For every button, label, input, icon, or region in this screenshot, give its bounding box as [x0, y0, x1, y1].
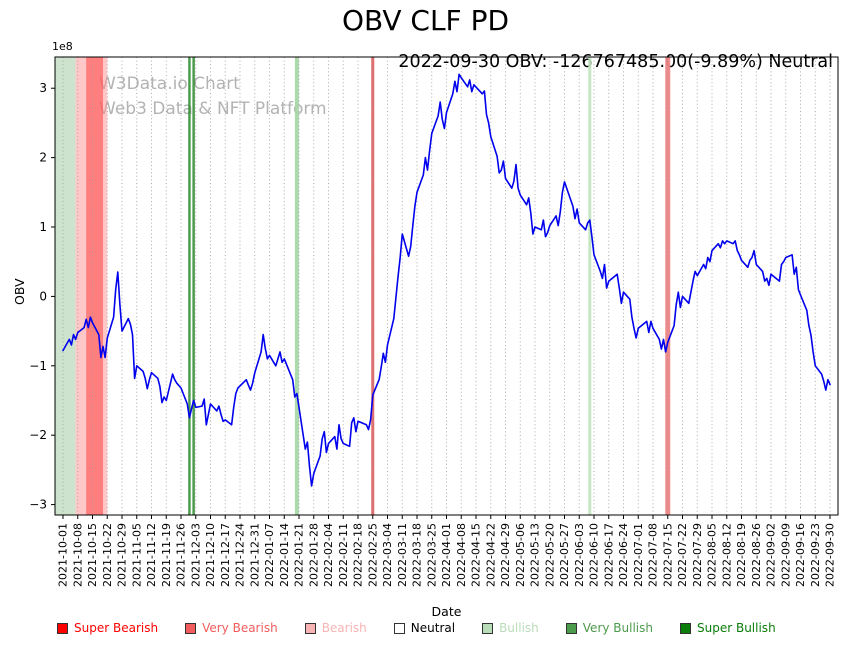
svg-text:2022-09-09: 2022-09-09 — [779, 523, 792, 587]
svg-text:2022-05-27: 2022-05-27 — [558, 523, 571, 587]
watermark-line2: Web3 Data & NFT Platform — [99, 98, 327, 119]
svg-text:2022-09-02: 2022-09-02 — [765, 523, 778, 587]
svg-text:2022-07-29: 2022-07-29 — [691, 523, 704, 587]
legend-label: Bearish — [321, 621, 367, 635]
legend: Super Bearish Very Bearish Bearish Neutral B… — [57, 621, 776, 635]
svg-text:2021-11-05: 2021-11-05 — [130, 523, 143, 587]
legend-swatch — [185, 622, 197, 634]
svg-text:−2: −2 — [29, 428, 47, 442]
svg-text:2021-12-10: 2021-12-10 — [204, 523, 217, 587]
legend-item-very-bearish: Very Bearish — [185, 621, 278, 635]
svg-text:2022-05-20: 2022-05-20 — [543, 523, 556, 587]
watermark-line1: W3Data.io Chart — [99, 74, 240, 94]
svg-text:2022-07-15: 2022-07-15 — [661, 523, 674, 587]
legend-swatch — [304, 622, 316, 634]
legend-swatch — [57, 622, 68, 634]
legend-swatch — [680, 622, 691, 634]
svg-text:2022-02-18: 2022-02-18 — [352, 523, 365, 587]
svg-text:2021-10-08: 2021-10-08 — [71, 523, 84, 587]
svg-text:2021-10-01: 2021-10-01 — [57, 523, 70, 587]
svg-text:2022-08-12: 2022-08-12 — [720, 523, 733, 587]
svg-text:2021-12-31: 2021-12-31 — [248, 523, 261, 587]
svg-text:2022-01-28: 2022-01-28 — [307, 523, 320, 587]
svg-text:−1: −1 — [29, 359, 47, 373]
svg-text:2022-03-25: 2022-03-25 — [425, 523, 438, 587]
svg-text:2: 2 — [39, 151, 47, 165]
svg-text:2022-05-06: 2022-05-06 — [514, 523, 527, 587]
svg-text:−3: −3 — [29, 498, 47, 512]
legend-item-very-bullish: Very Bullish — [565, 621, 653, 635]
legend-label: Bullish — [499, 621, 539, 635]
legend-item-neutral: Neutral — [393, 621, 456, 635]
y-tick-labels: −3 −2 −1 0 1 2 3 — [29, 81, 55, 512]
svg-text:2022-07-01: 2022-07-01 — [632, 523, 645, 587]
x-axis-label: Date — [431, 604, 462, 619]
obv-series-line — [62, 73, 831, 487]
legend-swatch — [565, 622, 577, 634]
svg-text:2022-01-14: 2022-01-14 — [278, 523, 291, 587]
watermark: W3Data.io Chart Web3 Data & NFT Platform — [99, 72, 327, 121]
svg-text:2022-02-25: 2022-02-25 — [366, 523, 379, 587]
legend-label: Neutral — [410, 621, 456, 635]
svg-text:2022-02-04: 2022-02-04 — [322, 523, 335, 587]
signal-vlines — [188, 57, 671, 515]
svg-text:2021-12-03: 2021-12-03 — [189, 523, 202, 587]
legend-label: Very Bullish — [582, 621, 653, 635]
svg-text:2022-09-30: 2022-09-30 — [824, 523, 837, 587]
svg-text:2022-08-26: 2022-08-26 — [750, 523, 763, 587]
x-tick-labels: 2021-10-01 2021-10-08 2021-10-15 2021-10-22… — [57, 515, 837, 587]
svg-text:2022-06-10: 2022-06-10 — [588, 523, 601, 587]
svg-text:2022-04-01: 2022-04-01 — [440, 523, 453, 587]
svg-text:2022-06-17: 2022-06-17 — [602, 523, 615, 587]
svg-text:2021-10-22: 2021-10-22 — [101, 523, 114, 587]
legend-item-super-bullish: Super Bullish — [680, 621, 776, 635]
svg-text:2022-09-16: 2022-09-16 — [794, 523, 807, 587]
svg-text:2022-03-04: 2022-03-04 — [381, 523, 394, 587]
legend-item-super-bearish: Super Bearish — [57, 621, 158, 635]
svg-text:2022-07-22: 2022-07-22 — [676, 523, 689, 587]
signal-bands — [55, 57, 108, 515]
svg-text:2022-04-15: 2022-04-15 — [470, 523, 483, 587]
svg-text:2022-01-21: 2022-01-21 — [293, 523, 306, 587]
svg-text:2021-10-29: 2021-10-29 — [116, 523, 129, 587]
svg-text:2022-01-07: 2022-01-07 — [263, 523, 276, 587]
legend-swatch — [482, 622, 494, 634]
legend-swatch — [393, 622, 405, 634]
legend-item-bearish: Bearish — [304, 621, 367, 635]
svg-text:0: 0 — [39, 289, 47, 303]
svg-text:2022-02-11: 2022-02-11 — [337, 523, 350, 587]
legend-label: Super Bearish — [74, 621, 159, 635]
svg-text:1: 1 — [39, 220, 47, 234]
legend-label: Super Bullish — [697, 621, 776, 635]
svg-text:2022-04-22: 2022-04-22 — [484, 523, 497, 587]
svg-text:2022-06-24: 2022-06-24 — [617, 523, 630, 587]
svg-text:2021-11-19: 2021-11-19 — [160, 523, 173, 587]
y-axis-offset-label: 1e8 — [52, 40, 73, 53]
svg-text:2022-04-29: 2022-04-29 — [499, 523, 512, 587]
band-very-bearish — [86, 57, 104, 515]
legend-label: Very Bearish — [202, 621, 278, 635]
svg-text:2022-06-03: 2022-06-03 — [573, 523, 586, 587]
svg-text:2021-12-24: 2021-12-24 — [234, 523, 247, 587]
svg-text:2022-08-19: 2022-08-19 — [735, 523, 748, 587]
band-bullish — [55, 57, 76, 515]
svg-text:2022-08-05: 2022-08-05 — [706, 523, 719, 587]
svg-text:3: 3 — [39, 81, 47, 95]
svg-text:2021-11-12: 2021-11-12 — [145, 523, 158, 587]
svg-text:2021-12-17: 2021-12-17 — [219, 523, 232, 587]
svg-text:2021-10-15: 2021-10-15 — [86, 523, 99, 587]
gridlines — [62, 57, 831, 515]
chart-title: OBV CLF PD — [341, 4, 510, 37]
svg-text:2022-05-13: 2022-05-13 — [529, 523, 542, 587]
legend-item-bullish: Bullish — [482, 621, 539, 635]
svg-text:2022-04-08: 2022-04-08 — [455, 523, 468, 587]
svg-text:2022-03-18: 2022-03-18 — [411, 523, 424, 587]
svg-text:2022-03-11: 2022-03-11 — [396, 523, 409, 587]
svg-text:2022-09-23: 2022-09-23 — [809, 523, 822, 587]
svg-text:2021-11-26: 2021-11-26 — [175, 523, 188, 587]
svg-text:2022-07-08: 2022-07-08 — [647, 523, 660, 587]
